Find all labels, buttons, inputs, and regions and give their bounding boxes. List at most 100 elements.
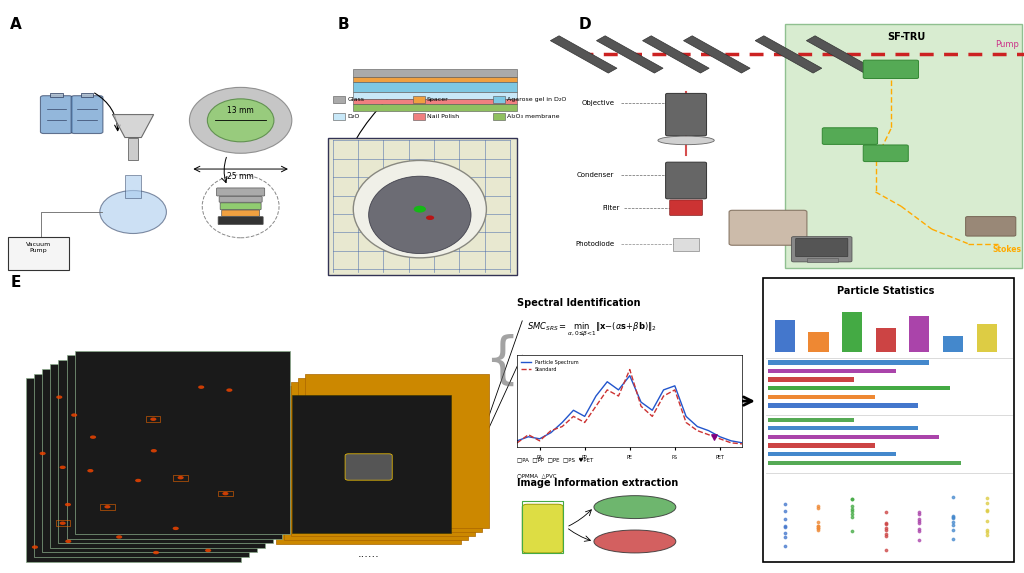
Circle shape — [135, 479, 141, 482]
FancyBboxPatch shape — [345, 454, 392, 480]
Point — [945, 513, 962, 522]
Particle Spectrum — [522, 433, 535, 440]
Circle shape — [151, 418, 157, 421]
Bar — [26, 378, 241, 562]
Text: Condenser: Condenser — [578, 172, 614, 178]
Bar — [333, 113, 345, 120]
Point — [844, 505, 860, 514]
Standard — [657, 393, 670, 399]
Point — [878, 545, 894, 555]
FancyBboxPatch shape — [863, 60, 919, 79]
Point — [945, 517, 962, 526]
Bar — [276, 390, 461, 544]
Bar — [353, 82, 517, 92]
Line: Particle Spectrum: Particle Spectrum — [517, 376, 742, 443]
Point — [776, 532, 793, 541]
Ellipse shape — [658, 136, 715, 144]
Particle Spectrum — [635, 399, 647, 406]
FancyBboxPatch shape — [220, 203, 261, 210]
Standard — [635, 403, 647, 410]
FancyBboxPatch shape — [219, 197, 262, 202]
Circle shape — [226, 388, 232, 392]
Standard — [714, 435, 726, 442]
Bar — [807, 258, 838, 262]
Text: Pump: Pump — [995, 40, 1019, 49]
Point — [945, 492, 962, 501]
Circle shape — [177, 476, 183, 480]
Point — [878, 508, 894, 517]
Point — [945, 521, 962, 530]
Bar — [909, 316, 930, 352]
Bar — [55, 520, 70, 526]
Text: Stokes: Stokes — [993, 245, 1022, 254]
Text: E: E — [10, 275, 20, 290]
Bar — [353, 69, 517, 77]
Text: Delay line: Delay line — [870, 151, 901, 156]
Point — [911, 510, 928, 519]
Text: Spacer: Spacer — [427, 97, 449, 102]
Point — [945, 525, 962, 534]
Point — [878, 519, 894, 528]
FancyBboxPatch shape — [822, 128, 878, 144]
Standard — [556, 423, 568, 430]
Point — [776, 500, 793, 509]
Bar — [298, 378, 482, 532]
Bar — [522, 501, 563, 553]
Bar — [768, 461, 961, 465]
Text: Lock-in
Amplifier: Lock-in Amplifier — [754, 222, 782, 233]
Point — [776, 521, 793, 531]
Point — [844, 507, 860, 516]
Text: Al₂O₃ membrane: Al₂O₃ membrane — [507, 115, 559, 119]
Bar — [305, 374, 489, 528]
Bar — [50, 93, 62, 97]
Point — [911, 514, 928, 523]
Bar — [642, 36, 710, 73]
Point — [776, 528, 793, 537]
Circle shape — [56, 395, 62, 399]
Bar — [58, 360, 273, 543]
FancyBboxPatch shape — [785, 24, 1022, 268]
Circle shape — [71, 413, 77, 417]
Bar — [775, 320, 795, 352]
Circle shape — [65, 503, 71, 507]
Point — [810, 526, 826, 535]
Point — [979, 506, 995, 515]
Ellipse shape — [189, 87, 292, 153]
FancyBboxPatch shape — [221, 210, 259, 216]
Bar — [842, 312, 862, 352]
Bar — [683, 36, 751, 73]
Bar — [81, 93, 93, 97]
Text: Grating pair: Grating pair — [831, 134, 868, 138]
Polygon shape — [113, 115, 154, 138]
Point — [911, 524, 928, 533]
Standard — [646, 413, 658, 420]
Point — [810, 501, 826, 511]
Text: Particle Statistics: Particle Statistics — [837, 286, 935, 296]
Bar — [768, 360, 929, 364]
Circle shape — [151, 449, 157, 453]
Bar — [768, 435, 939, 439]
Point — [810, 521, 826, 531]
Line: Standard: Standard — [517, 370, 742, 444]
Particle Spectrum — [624, 372, 636, 379]
Text: Vacuum
Pump: Vacuum Pump — [26, 242, 51, 253]
Ellipse shape — [100, 190, 166, 234]
Text: $SMC_{SRS} = \min_{\alpha,0\leq\beta<1} \|\mathbf{x} - (\alpha\mathbf{s} + \beta: $SMC_{SRS} = \min_{\alpha,0\leq\beta<1} … — [527, 321, 657, 339]
FancyBboxPatch shape — [796, 238, 848, 257]
Standard — [669, 386, 681, 393]
Text: Nail Polish: Nail Polish — [427, 115, 459, 119]
Text: Glass: Glass — [347, 97, 365, 102]
Particle Spectrum — [556, 419, 568, 426]
Circle shape — [153, 551, 159, 554]
Point — [979, 528, 995, 537]
FancyBboxPatch shape — [863, 145, 908, 162]
Particle Spectrum — [714, 433, 726, 440]
FancyBboxPatch shape — [217, 188, 264, 196]
Particle Spectrum — [657, 386, 670, 393]
Circle shape — [40, 452, 46, 455]
Bar — [763, 278, 1014, 562]
Text: Image Information extraction: Image Information extraction — [517, 478, 678, 488]
Text: Shape: Shape — [621, 537, 649, 546]
Bar — [173, 475, 187, 481]
Text: {: { — [484, 334, 519, 388]
